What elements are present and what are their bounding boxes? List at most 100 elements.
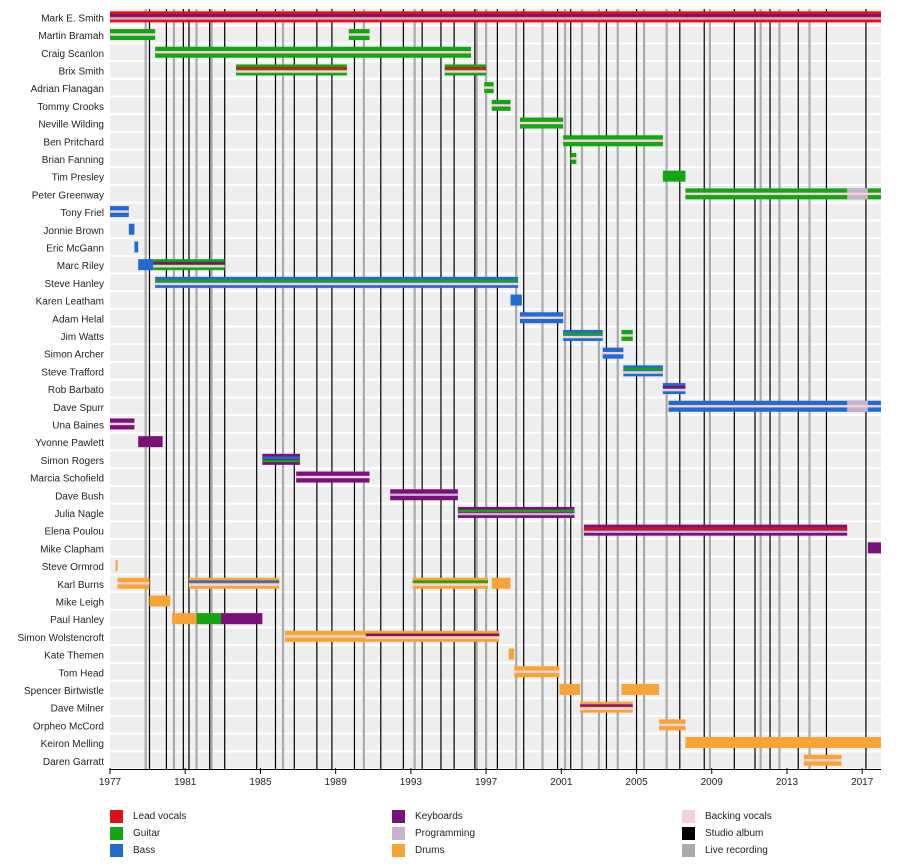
legend-label: Drums bbox=[415, 844, 445, 856]
member-label: Adrian Flanagan bbox=[31, 84, 104, 95]
member-bar bbox=[623, 365, 663, 377]
member-bar bbox=[508, 648, 515, 660]
row-separator bbox=[110, 113, 881, 116]
member-bar-secondary-role bbox=[365, 633, 500, 636]
row-separator bbox=[110, 307, 881, 310]
member-label: Adam Helal bbox=[52, 314, 104, 325]
member-bar-secondary-role bbox=[153, 265, 225, 268]
member-bar-secondary-role bbox=[484, 86, 494, 89]
member-label: Yvonne Pawlett bbox=[35, 438, 104, 449]
x-tick-label: 2005 bbox=[625, 777, 648, 788]
member-label: Peter Greenway bbox=[32, 190, 104, 201]
member-bar bbox=[412, 577, 488, 589]
member-label: Karen Leatham bbox=[36, 297, 104, 308]
member-bar bbox=[196, 613, 221, 625]
member-bar bbox=[662, 383, 686, 395]
member-bar bbox=[138, 436, 163, 448]
member-label: Simon Rogers bbox=[41, 456, 104, 467]
legend-swatch bbox=[110, 843, 123, 857]
row-separator bbox=[110, 148, 881, 151]
member-bar-secondary-role bbox=[365, 636, 500, 640]
row-separator bbox=[110, 184, 881, 186]
row-separator bbox=[110, 130, 881, 133]
member-label: Karl Burns bbox=[57, 580, 104, 591]
member-label: Craig Scanlon bbox=[41, 49, 104, 60]
x-tick-label: 1989 bbox=[325, 777, 348, 788]
member-bar bbox=[128, 223, 135, 235]
member-label: Mark E. Smith bbox=[41, 13, 104, 24]
member-bar-secondary-role bbox=[188, 580, 280, 583]
legend-swatch bbox=[110, 809, 123, 823]
member-label: Mike Clapham bbox=[40, 544, 104, 555]
member-bar-secondary-role bbox=[662, 385, 686, 389]
row-separator bbox=[110, 42, 881, 45]
member-bar-secondary-role bbox=[602, 351, 624, 355]
row-separator bbox=[110, 679, 881, 682]
member-bar-secondary-role bbox=[262, 456, 300, 459]
member-bar-secondary-role bbox=[623, 371, 663, 374]
x-tick-label: 2017 bbox=[851, 777, 874, 788]
legend-item: Guitar bbox=[110, 825, 160, 841]
member-bar bbox=[583, 524, 848, 536]
row-separator bbox=[110, 538, 881, 540]
legend-swatch bbox=[110, 826, 123, 840]
row-separator bbox=[110, 750, 881, 753]
member-label: Orpheo McCord bbox=[33, 721, 104, 732]
legend-label: Backing vocals bbox=[705, 810, 772, 822]
member-bar bbox=[262, 453, 300, 465]
row-separator bbox=[110, 219, 881, 222]
legend-item: Lead vocals bbox=[110, 808, 186, 824]
member-label: Steve Hanley bbox=[45, 279, 104, 290]
member-label: Mike Leigh bbox=[56, 597, 104, 608]
member-bar-secondary-role bbox=[583, 530, 848, 533]
member-bar bbox=[444, 64, 487, 76]
member-bar bbox=[188, 577, 280, 589]
legend-label: Live recording bbox=[705, 844, 768, 856]
x-axis: 1977 1981 1985 1989 1993 1997 2001 2005 2009 2013… bbox=[99, 768, 881, 788]
member-label: Una Baines bbox=[52, 420, 104, 431]
x-tick-label: 1977 bbox=[99, 777, 122, 788]
row-separator bbox=[110, 502, 881, 505]
member-bar bbox=[563, 329, 603, 341]
member-bar-secondary-role bbox=[519, 121, 564, 125]
member-bar-secondary-role bbox=[235, 70, 347, 73]
member-label: Elena Poulou bbox=[45, 527, 105, 538]
member-bar-secondary-role bbox=[188, 583, 280, 587]
member-bar-secondary-role bbox=[803, 759, 842, 762]
row-separator bbox=[110, 254, 881, 257]
member-label: Dave Milner bbox=[51, 704, 105, 715]
member-bar-secondary-role bbox=[444, 70, 487, 73]
member-bar-secondary-role bbox=[662, 388, 686, 392]
member-bar-secondary-role bbox=[153, 261, 225, 265]
member-bar-secondary-role bbox=[348, 33, 370, 36]
member-bar-secondary-role bbox=[155, 279, 519, 282]
member-bar-secondary-role bbox=[847, 405, 868, 408]
member-bar-secondary-role bbox=[117, 582, 150, 585]
member-bar-secondary-role bbox=[457, 512, 575, 516]
member-label: Brian Fanning bbox=[42, 155, 104, 166]
member-label: Daren Garratt bbox=[43, 757, 104, 768]
member-bar bbox=[457, 506, 575, 518]
member-label: Simon Archer bbox=[44, 350, 105, 361]
row-separator bbox=[110, 608, 881, 611]
legend-item: Bass bbox=[110, 842, 155, 858]
legend-swatch bbox=[392, 809, 405, 823]
row-separator bbox=[110, 201, 881, 204]
member-bar bbox=[115, 560, 118, 572]
member-label: Simon Wolstencroft bbox=[17, 633, 104, 644]
member-bar-secondary-role bbox=[563, 332, 603, 336]
member-label: Julia Nagle bbox=[55, 509, 105, 520]
member-bar-secondary-role bbox=[262, 459, 300, 463]
member-label: Paul Hanley bbox=[50, 615, 104, 626]
row-separator bbox=[110, 732, 881, 735]
member-bar-secondary-role bbox=[110, 210, 129, 213]
member-bar bbox=[220, 613, 263, 625]
member-bar-secondary-role bbox=[110, 14, 881, 17]
member-bar-secondary-role bbox=[296, 475, 370, 479]
member-bar bbox=[621, 683, 660, 695]
member-label: Dave Spurr bbox=[53, 403, 104, 414]
member-bar bbox=[559, 683, 581, 695]
legend-item: Backing vocals bbox=[682, 808, 772, 824]
member-bar-secondary-role bbox=[847, 192, 868, 196]
legend-label: Bass bbox=[133, 844, 156, 856]
